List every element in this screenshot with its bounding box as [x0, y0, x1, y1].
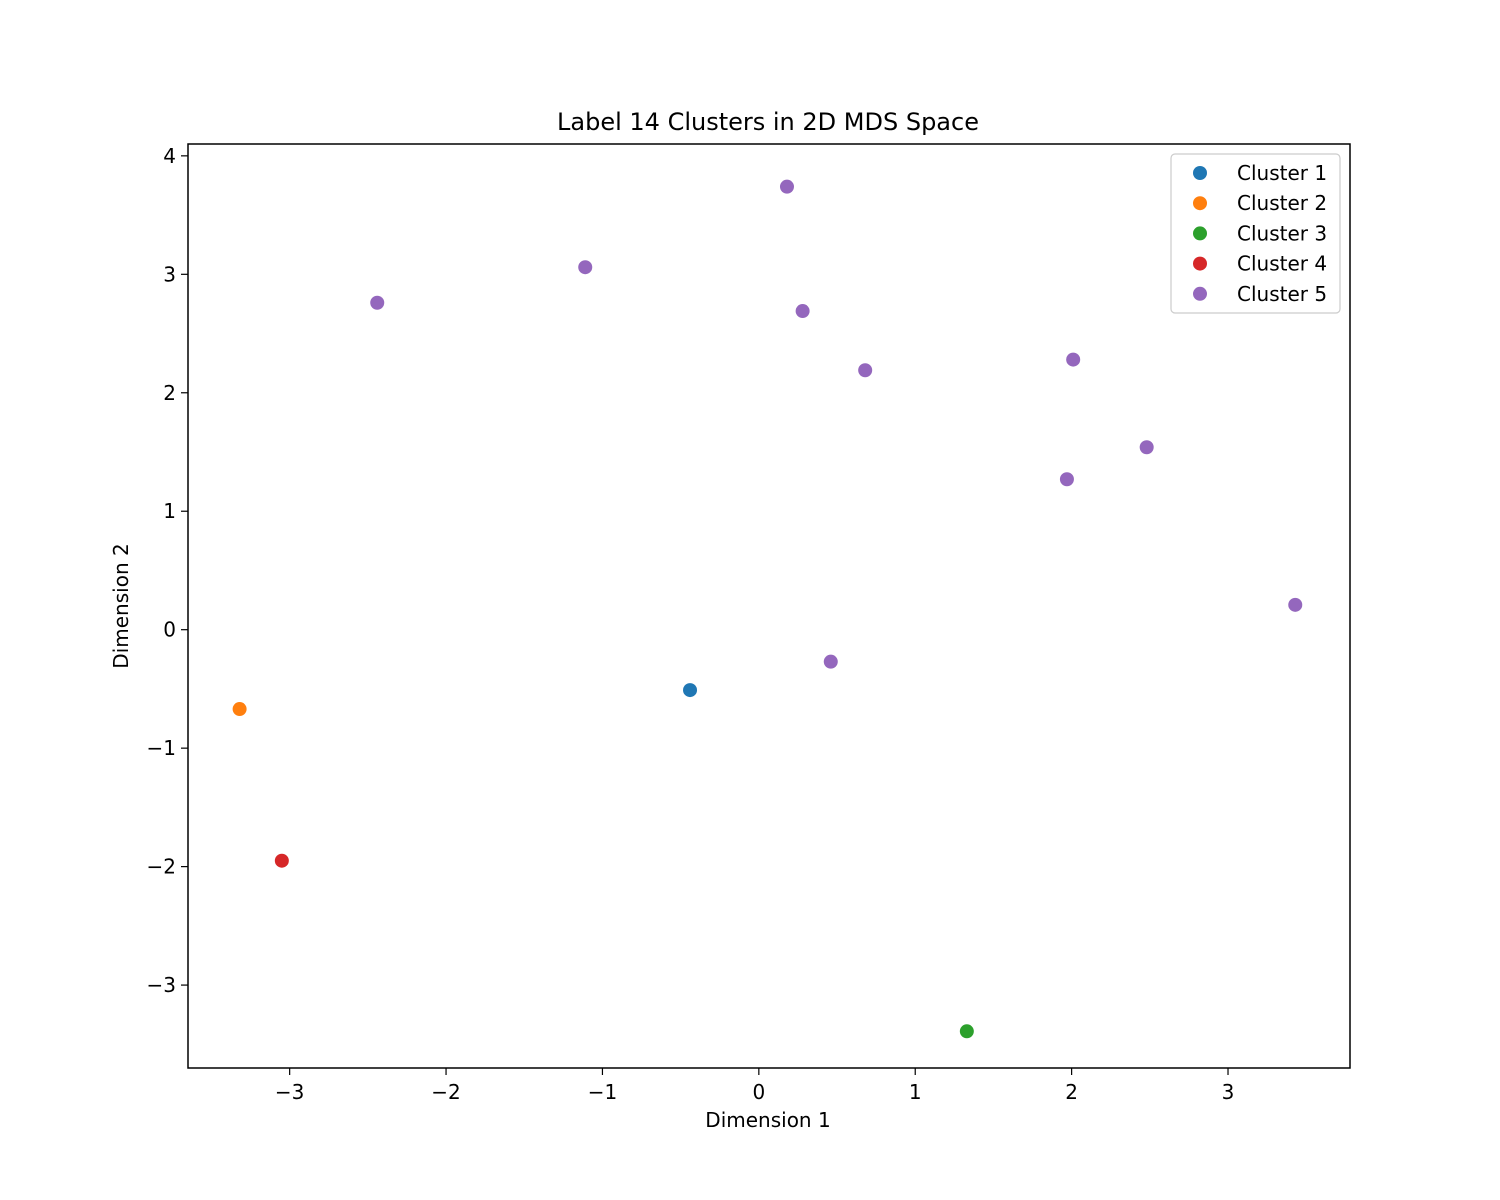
plot-area — [232, 179, 1303, 1039]
plot-frame — [187, 143, 1351, 1069]
scatter-point-cluster-5 — [779, 179, 794, 194]
legend-marker — [1193, 196, 1207, 211]
legend-label: Cluster 3 — [1237, 221, 1327, 245]
scatter-point-cluster-5 — [795, 304, 810, 319]
x-tick-label: 3 — [1222, 1080, 1235, 1104]
y-tick-label: −2 — [147, 855, 176, 879]
y-tick-label: −3 — [147, 973, 176, 997]
y-tick-label: 3 — [163, 262, 176, 286]
y-axis-label: Dimension 2 — [109, 543, 133, 668]
y-tick-label: 4 — [163, 144, 176, 168]
scatter-point-cluster-2 — [232, 702, 247, 717]
legend-marker — [1193, 226, 1207, 241]
scatter-point-cluster-5 — [1139, 440, 1154, 455]
scatter-point-cluster-5 — [858, 363, 873, 378]
legend-marker — [1193, 286, 1207, 301]
legend-marker — [1193, 166, 1207, 180]
legend-label: Cluster 4 — [1237, 252, 1327, 276]
legend-box — [1170, 153, 1341, 314]
x-tick-label: −2 — [431, 1080, 460, 1104]
legend-marker — [1193, 256, 1207, 271]
x-axis: −3 −2 −1 0 1 2 3 — [275, 1068, 1234, 1104]
scatter-point-cluster-5 — [1066, 352, 1081, 367]
legend-label: Cluster 1 — [1237, 161, 1327, 185]
scatter-point-cluster-5 — [1288, 597, 1303, 612]
y-tick-label: 2 — [163, 381, 176, 405]
legend-label: Cluster 2 — [1237, 191, 1327, 215]
scatter-point-cluster-1 — [683, 683, 698, 698]
chart-title: Label 14 Clusters in 2D MDS Space — [557, 108, 979, 136]
scatter-point-cluster-5 — [1059, 472, 1074, 487]
y-tick-label: −1 — [147, 736, 176, 760]
x-tick-label: 1 — [909, 1080, 922, 1104]
scatter-point-cluster-3 — [959, 1024, 974, 1039]
y-tick-label: 1 — [163, 499, 176, 523]
x-axis-label: Dimension 1 — [705, 1108, 830, 1132]
scatter-point-cluster-5 — [823, 654, 838, 669]
legend-label: Cluster 5 — [1237, 282, 1327, 306]
x-tick-label: 0 — [752, 1080, 765, 1104]
y-axis: −3 −2 −1 0 1 2 3 4 — [147, 144, 188, 997]
scatter-point-cluster-4 — [274, 853, 289, 868]
x-tick-label: 2 — [1065, 1080, 1078, 1104]
y-tick-label: 0 — [163, 618, 176, 642]
x-tick-label: −3 — [275, 1080, 304, 1104]
scatter-point-cluster-5 — [370, 295, 385, 310]
scatter-point-cluster-5 — [578, 260, 593, 275]
x-tick-label: −1 — [588, 1080, 617, 1104]
legend: Cluster 1 Cluster 2 Cluster 3 Cluster 4 Clus… — [1170, 153, 1341, 314]
